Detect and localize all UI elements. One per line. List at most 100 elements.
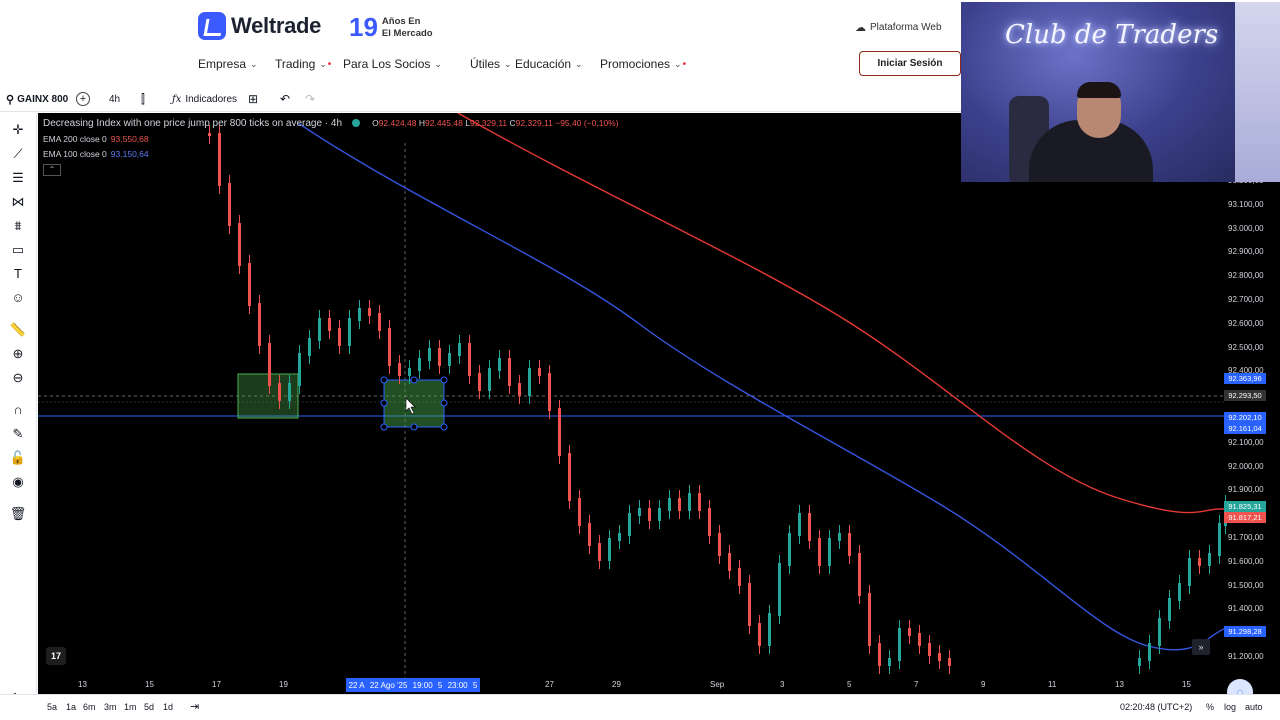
- candle-body: [468, 343, 471, 376]
- candle-body: [678, 498, 681, 511]
- chevron-down-icon: ⌄: [575, 58, 583, 69]
- candle-body: [408, 368, 411, 376]
- candle-body: [608, 538, 611, 561]
- price-chart[interactable]: Decreasing Index with one price jump per…: [38, 113, 1280, 694]
- legend-ema200[interactable]: EMA 200 close 0 93.550,68: [43, 134, 149, 144]
- legend-collapse-button[interactable]: ⌃: [43, 164, 61, 176]
- pattern-icon[interactable]: ⋈: [11, 194, 25, 209]
- price-marker-label: 92.161,04: [1224, 423, 1266, 434]
- price-tick-label: 91.600,00: [1228, 556, 1264, 566]
- candle-body: [948, 658, 951, 666]
- ema100-line: [297, 122, 1225, 651]
- compare-symbol-button[interactable]: +: [76, 92, 90, 106]
- timeframe-button[interactable]: 4h: [109, 93, 121, 105]
- chart-type-button[interactable]: ⫿: [141, 86, 145, 112]
- candle-body: [848, 533, 851, 556]
- lock-icon[interactable]: 🔓: [9, 450, 27, 465]
- menu-item-promociones[interactable]: Promociones ⌄ •: [600, 57, 690, 71]
- candle-body: [498, 358, 501, 371]
- trend-line-icon[interactable]: ⟋: [13, 146, 23, 161]
- price-tick-label: 92.900,00: [1228, 247, 1264, 257]
- range-1y[interactable]: 1a: [66, 702, 77, 712]
- percent-toggle[interactable]: %: [1206, 702, 1215, 712]
- webcam-person-hair: [1077, 82, 1121, 98]
- range-3m[interactable]: 3m: [104, 702, 117, 712]
- menu-item-empresa[interactable]: Empresa ⌄: [198, 57, 275, 71]
- range-5y[interactable]: 5a: [47, 702, 58, 712]
- candle-body: [788, 533, 791, 566]
- selected-zone-rectangle: [383, 379, 445, 428]
- candle-body: [638, 508, 641, 516]
- candle-body: [378, 313, 381, 331]
- range-1m[interactable]: 1m: [124, 702, 137, 712]
- menu-item-socios[interactable]: Para Los Socios ⌄: [343, 57, 470, 71]
- crosshair-icon[interactable]: ✛: [12, 122, 24, 137]
- candle-body: [708, 508, 711, 536]
- cloud-icon: ☁: [855, 22, 866, 34]
- candle-body: [428, 348, 431, 361]
- zoom-out-icon[interactable]: ⊖: [12, 370, 24, 385]
- log-toggle[interactable]: log: [1224, 702, 1237, 712]
- symbol-search[interactable]: ⚲ GAINX 800: [6, 86, 68, 112]
- grid-icon: ⊞: [248, 92, 259, 106]
- lock-draw-icon[interactable]: ✎: [12, 426, 24, 441]
- candle-body: [338, 328, 341, 346]
- range-5d[interactable]: 5d: [144, 702, 155, 712]
- text-icon[interactable]: T: [14, 266, 22, 281]
- trash-icon[interactable]: 🗑: [9, 506, 27, 521]
- price-tick-label: 91.200,00: [1228, 652, 1264, 661]
- emoji-icon[interactable]: ☺: [11, 290, 25, 305]
- candle-body: [358, 308, 361, 321]
- webcam-overlay: Club de Traders: [961, 2, 1280, 182]
- price-tick-label: 91.500,00: [1228, 580, 1264, 590]
- web-platform-link[interactable]: ☁ Plataforma Web: [855, 21, 942, 34]
- redo-button[interactable]: ↷: [305, 86, 315, 112]
- candle-body: [458, 343, 461, 356]
- candle-body: [228, 183, 231, 226]
- fib-icon[interactable]: ☰: [12, 170, 24, 185]
- scroll-to-realtime-button[interactable]: »: [1192, 639, 1210, 655]
- candle-body: [778, 563, 781, 616]
- candle-body: [208, 133, 211, 136]
- shape-icon[interactable]: ▭: [11, 242, 25, 257]
- magnet-icon[interactable]: ∩: [13, 402, 23, 417]
- candle-body: [808, 513, 811, 541]
- ruler-icon[interactable]: 📏: [9, 322, 27, 337]
- templates-button[interactable]: ⊞: [248, 86, 258, 112]
- login-button[interactable]: Iniciar Sesión: [859, 51, 961, 76]
- candle-body: [1148, 643, 1151, 661]
- menu-item-trading[interactable]: Trading ⌄ •: [275, 57, 343, 71]
- clock-time[interactable]: 02:20:48 (UTC+2): [1120, 702, 1193, 712]
- chart-legend: Decreasing Index with one price jump per…: [43, 118, 619, 176]
- zoom-in-icon[interactable]: ⊕: [12, 346, 24, 361]
- range-6m[interactable]: 6m: [83, 702, 96, 712]
- projection-icon[interactable]: ⩩: [14, 218, 22, 233]
- chevron-down-icon: ⌄: [319, 58, 327, 69]
- undo-button[interactable]: ↶: [280, 86, 290, 112]
- years-number: 19: [349, 12, 378, 42]
- help-chat-button[interactable]: ◌: [1227, 679, 1253, 694]
- tradingview-logo-icon[interactable]: 17: [46, 647, 66, 665]
- candle-body: [288, 383, 291, 401]
- candle-body: [578, 498, 581, 526]
- indicators-button[interactable]: ƒx Indicadores: [172, 86, 237, 112]
- brand-logo[interactable]: Weltrade: [198, 12, 321, 40]
- redo-icon: ↷: [305, 92, 316, 106]
- legend-ema100[interactable]: EMA 100 close 0 93.150,64: [43, 149, 149, 159]
- crosshair-time-part: 5: [437, 680, 443, 690]
- date-range-icon[interactable]: ⇥: [190, 701, 200, 713]
- brand-name: Weltrade: [231, 13, 322, 38]
- auto-toggle[interactable]: auto: [1245, 702, 1263, 712]
- range-1d[interactable]: 1d: [163, 702, 174, 712]
- menu-label: Para Los Socios: [343, 57, 431, 71]
- eye-icon[interactable]: ◉: [12, 474, 24, 489]
- chart-canvas[interactable]: [38, 113, 1280, 694]
- candle-body: [888, 658, 891, 666]
- candle-body: [528, 368, 531, 396]
- candle-body: [938, 653, 941, 661]
- resize-handle: [440, 376, 448, 384]
- menu-item-utiles[interactable]: Útiles ⌄: [470, 57, 517, 71]
- years-line1: Años En: [381, 15, 421, 27]
- menu-item-educacion[interactable]: Educación ⌄: [515, 57, 600, 71]
